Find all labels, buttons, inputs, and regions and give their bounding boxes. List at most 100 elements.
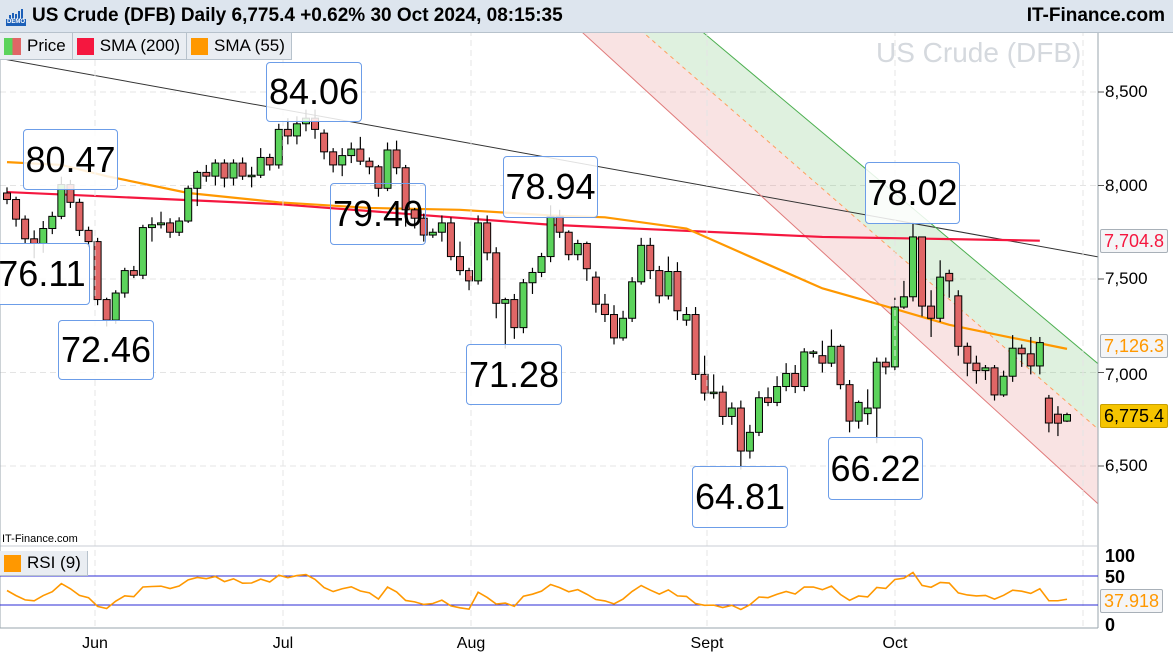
rsi-tick-label: 50 bbox=[1105, 567, 1126, 587]
candle-body bbox=[899, 296, 908, 308]
y-tick-label: 8,500 bbox=[1105, 82, 1148, 101]
candle bbox=[1035, 336, 1044, 375]
candle-body bbox=[455, 256, 464, 272]
legend-rsi[interactable]: RSI (9) bbox=[0, 551, 88, 576]
candle bbox=[75, 198, 84, 236]
candle-body bbox=[727, 407, 736, 417]
candle bbox=[1017, 344, 1026, 367]
candle bbox=[664, 256, 673, 300]
candle-body bbox=[1063, 414, 1071, 422]
candle-body bbox=[954, 295, 963, 347]
candle-body bbox=[392, 149, 401, 169]
candle bbox=[229, 159, 238, 186]
candle-body bbox=[129, 270, 138, 276]
candle-body bbox=[3, 192, 11, 201]
price-swatch-icon bbox=[4, 37, 21, 55]
candle bbox=[138, 224, 147, 279]
candle bbox=[193, 170, 202, 207]
candle bbox=[927, 290, 936, 337]
candle bbox=[999, 370, 1008, 397]
candle-body bbox=[990, 367, 999, 396]
candle-body bbox=[510, 299, 519, 329]
sma200-value-tag: 7,704.8 bbox=[1100, 229, 1169, 253]
candle bbox=[582, 241, 591, 281]
candle-body bbox=[537, 256, 546, 273]
annotation-label: 66.22 bbox=[828, 437, 923, 500]
candle bbox=[818, 340, 827, 373]
brand-logo-text[interactable]: IT-Finance.com bbox=[1026, 5, 1165, 26]
candle bbox=[329, 148, 338, 173]
annotation-label: 79.40 bbox=[330, 183, 426, 245]
candle bbox=[845, 379, 854, 433]
candle-body bbox=[655, 270, 664, 297]
candle bbox=[256, 148, 265, 179]
candle-body bbox=[120, 270, 129, 294]
candle-body bbox=[84, 229, 93, 243]
candle bbox=[419, 213, 428, 242]
candle-body bbox=[582, 242, 591, 270]
candle-body bbox=[999, 375, 1008, 396]
candle-body bbox=[600, 303, 609, 316]
legend-price[interactable]: Price bbox=[0, 33, 73, 60]
candle bbox=[1008, 335, 1017, 382]
candle-body bbox=[628, 281, 637, 319]
candle-body bbox=[754, 397, 763, 433]
candle-body bbox=[410, 209, 419, 219]
rsi-swatch-icon bbox=[4, 554, 21, 572]
candle bbox=[166, 218, 175, 238]
candle bbox=[863, 389, 872, 425]
candle-body bbox=[292, 123, 301, 137]
candle-body bbox=[265, 156, 274, 166]
candle bbox=[238, 157, 247, 180]
y-tick-label: 8,000 bbox=[1105, 176, 1148, 195]
candle bbox=[809, 350, 818, 358]
candle bbox=[365, 157, 374, 175]
candle bbox=[510, 293, 519, 339]
candle-body bbox=[646, 244, 655, 272]
candle bbox=[283, 118, 292, 145]
candle-body bbox=[836, 345, 845, 386]
candle-body bbox=[709, 391, 718, 395]
candle-body bbox=[610, 314, 619, 339]
candle-body bbox=[1053, 413, 1062, 424]
candle-body bbox=[238, 162, 247, 177]
legend-sma200[interactable]: SMA (200) bbox=[72, 33, 188, 60]
candle-body bbox=[881, 361, 890, 368]
candle-body bbox=[111, 292, 120, 321]
candle bbox=[392, 140, 401, 175]
candle-body bbox=[21, 218, 30, 240]
candle-body bbox=[963, 345, 972, 364]
candle-body bbox=[274, 128, 283, 166]
candle bbox=[773, 376, 782, 407]
rsi-value-tag: 37.918 bbox=[1100, 589, 1164, 613]
candle bbox=[21, 215, 30, 244]
candle-body bbox=[1035, 342, 1044, 367]
candle-body bbox=[446, 222, 455, 258]
candle bbox=[455, 241, 464, 276]
candle-body bbox=[365, 160, 374, 168]
candle-body bbox=[320, 132, 329, 153]
candle-body bbox=[637, 244, 646, 283]
candle bbox=[347, 142, 356, 164]
candle bbox=[175, 217, 184, 236]
candle bbox=[908, 222, 917, 302]
candle-body bbox=[818, 355, 827, 364]
candle-body bbox=[474, 222, 483, 282]
candle-body bbox=[945, 272, 954, 282]
candle bbox=[691, 307, 700, 380]
candle-body bbox=[764, 397, 773, 403]
candle bbox=[619, 310, 628, 341]
candle bbox=[655, 265, 664, 304]
legend-sma55[interactable]: SMA (55) bbox=[187, 33, 292, 60]
y-tick-label: 7,000 bbox=[1105, 365, 1148, 384]
candle bbox=[600, 293, 609, 323]
candle bbox=[981, 365, 990, 380]
candle bbox=[428, 228, 437, 238]
candle-body bbox=[1008, 347, 1017, 377]
candle bbox=[564, 230, 573, 261]
candle bbox=[727, 402, 736, 425]
x-tick-label: Aug bbox=[456, 635, 486, 652]
candle bbox=[646, 237, 655, 279]
candle-body bbox=[918, 236, 927, 307]
